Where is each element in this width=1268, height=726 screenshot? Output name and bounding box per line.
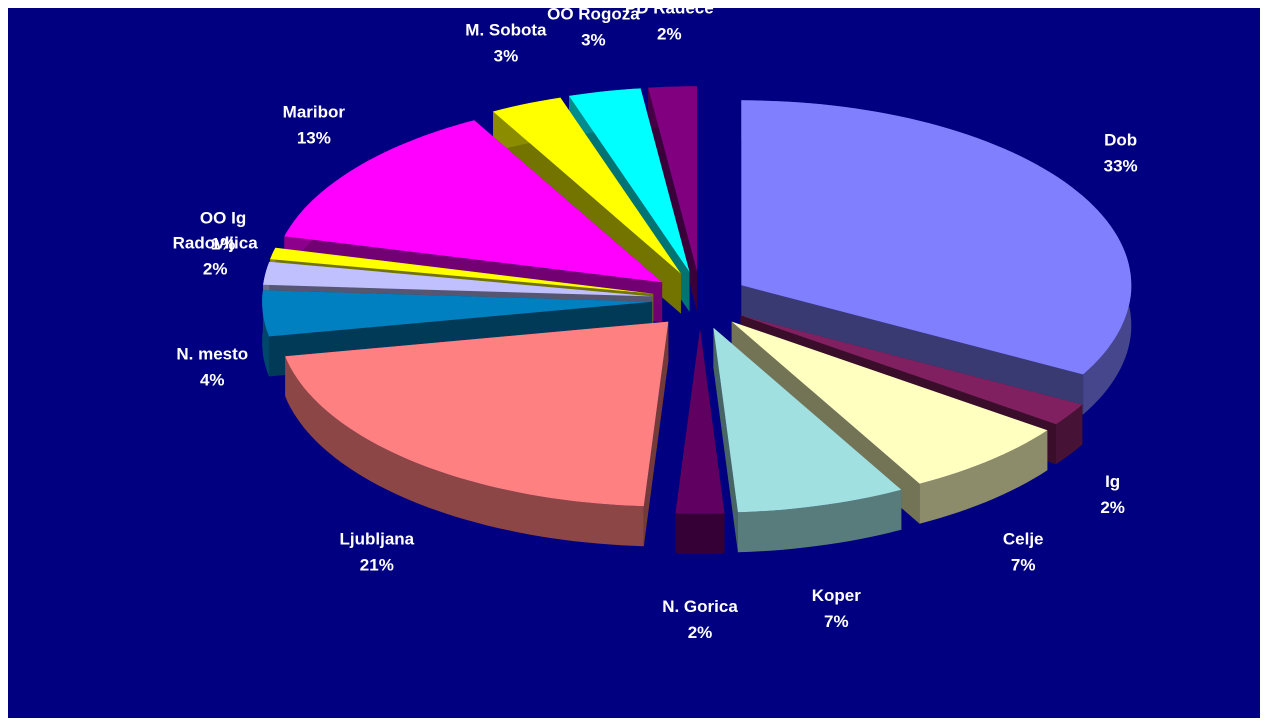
slice-label: N. Gorica	[662, 597, 738, 616]
slice-label: Celje	[1003, 529, 1044, 548]
slice-value-label: 13%	[297, 128, 331, 147]
slice-top	[731, 321, 1048, 484]
slice-top	[740, 315, 1083, 425]
slice-top	[270, 247, 654, 294]
slice-value-label: 2%	[657, 25, 682, 44]
slice-label: OO Rogoza	[547, 5, 640, 24]
slice-top	[262, 290, 653, 337]
slice-side	[741, 285, 1084, 415]
slice-label: M. Sobota	[465, 20, 547, 39]
slice-label: N. mesto	[176, 344, 248, 363]
slice-value-label: 2%	[1100, 498, 1125, 517]
slice-value-label: 4%	[200, 370, 225, 389]
slice-top	[648, 86, 697, 272]
slice-label: Maribor	[283, 102, 346, 121]
slice-side	[675, 513, 725, 554]
slice-value-label: 1%	[211, 235, 236, 254]
pie-slice	[741, 100, 1132, 415]
slice-top	[713, 327, 902, 513]
slice-value-label: 2%	[203, 260, 228, 279]
slice-value-label: 2%	[688, 623, 713, 642]
slice-label: Ig	[1105, 472, 1120, 491]
slice-side	[737, 489, 902, 553]
slice-side	[285, 356, 644, 547]
slice-value-label: 7%	[1011, 555, 1036, 574]
slice-top	[285, 321, 669, 507]
slice-label: PD Radeče	[625, 0, 714, 18]
slice-label: Dob	[1104, 130, 1137, 149]
slice-label: Radovljica	[173, 234, 259, 253]
slice-value-label: 3%	[581, 31, 606, 50]
slice-top	[284, 120, 663, 283]
slice-label: OO Ig	[200, 209, 246, 228]
slice-value-label: 21%	[360, 555, 394, 574]
slice-top	[675, 328, 725, 514]
slice-label: Koper	[812, 586, 862, 605]
pie-slice	[285, 321, 669, 547]
slice-top	[493, 97, 681, 274]
pie-slice	[675, 328, 725, 554]
slice-side	[713, 327, 738, 553]
slice-top	[741, 100, 1132, 375]
slice-top	[263, 261, 653, 297]
slice-top	[569, 88, 690, 272]
pie-slice	[713, 327, 902, 553]
slice-value-label: 7%	[824, 612, 849, 631]
slice-label: Ljubljana	[340, 529, 415, 548]
slice-value-label: 33%	[1104, 156, 1138, 175]
slice-side	[643, 321, 669, 547]
slice-value-label: 3%	[494, 46, 519, 65]
slice-side	[262, 290, 269, 377]
slice-side	[919, 430, 1048, 524]
slice-side	[1056, 404, 1083, 465]
